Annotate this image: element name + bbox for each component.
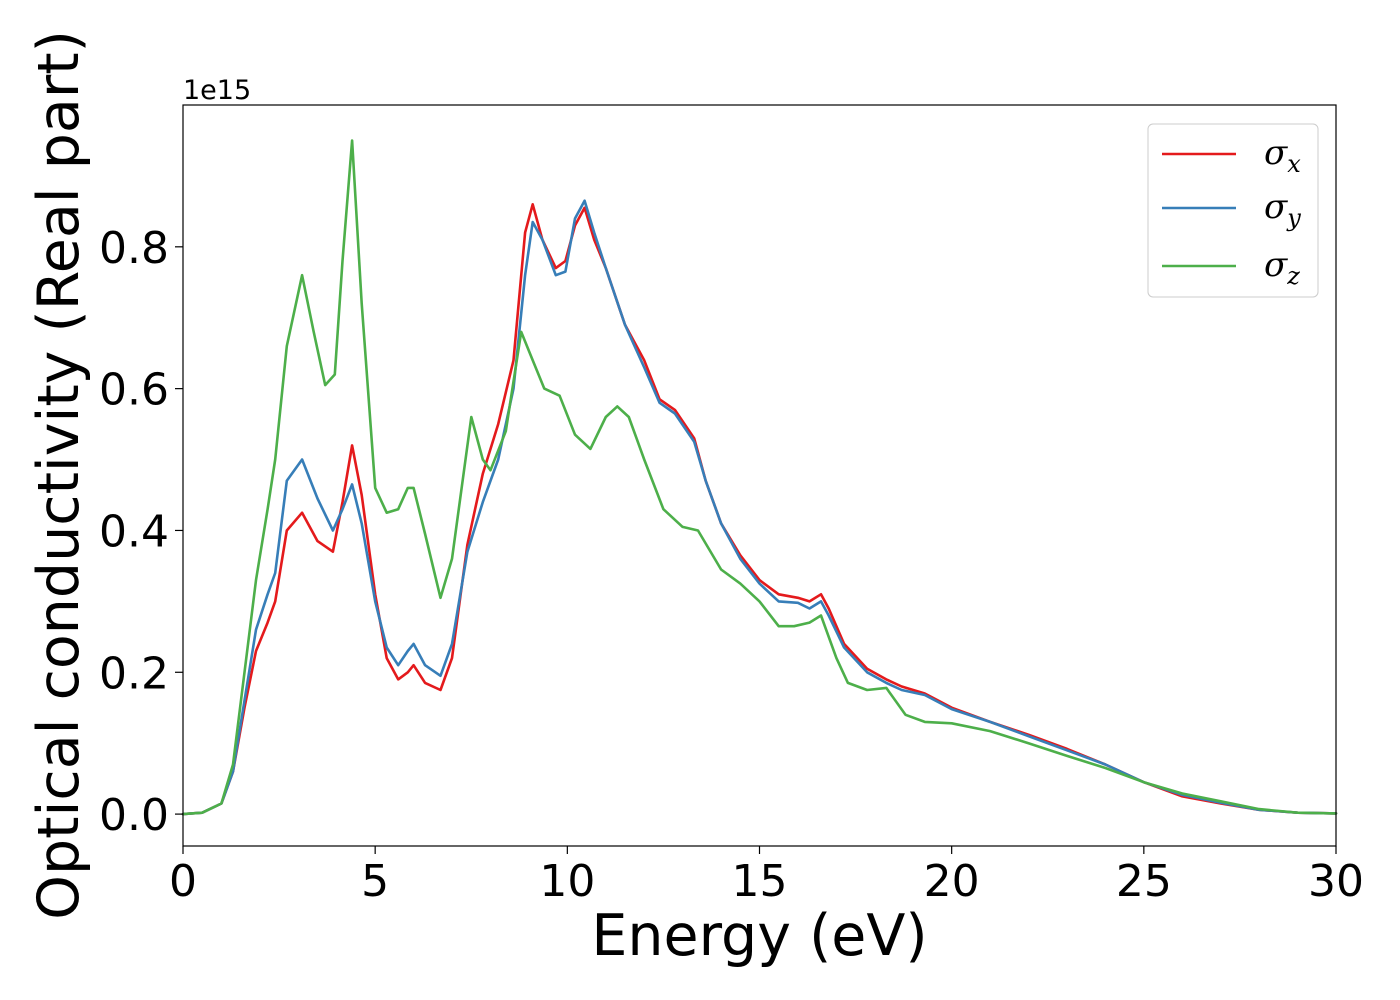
series-line-y bbox=[181, 199, 1338, 816]
y-tick-label: 0.6 bbox=[99, 365, 169, 416]
x-tick-label: 5 bbox=[361, 856, 389, 907]
x-tick-label: 0 bbox=[169, 856, 197, 907]
y-tick-label: 0.0 bbox=[99, 790, 169, 841]
legend-box bbox=[1147, 123, 1319, 298]
x-axis: 0 5 10 15 20 25 30 bbox=[169, 846, 1364, 907]
y-tick-label: 0.8 bbox=[99, 223, 169, 274]
x-tick-label: 20 bbox=[924, 856, 980, 907]
x-tick-label: 15 bbox=[732, 856, 788, 907]
y-axis-title: Optical conductivity (Real part) bbox=[26, 30, 92, 920]
x-tick-label: 30 bbox=[1308, 856, 1364, 907]
x-tick-label: 10 bbox=[539, 856, 595, 907]
series-layer bbox=[181, 139, 1338, 816]
legend-label-x: σx bbox=[1264, 133, 1301, 178]
x-tick-label: 25 bbox=[1116, 856, 1172, 907]
series-line-z bbox=[181, 139, 1338, 816]
legend-label-y: σy bbox=[1264, 187, 1301, 232]
legend: σx σy σz bbox=[1147, 123, 1319, 298]
y-tick-label: 0.2 bbox=[99, 648, 169, 699]
y-tick-label: 0.4 bbox=[99, 506, 169, 557]
y-axis: 0.0 0.2 0.4 0.6 0.8 bbox=[99, 223, 183, 841]
series-line-x bbox=[181, 203, 1338, 816]
x-axis-title: Energy (eV) bbox=[591, 903, 927, 969]
y-offset-label: 1e15 bbox=[183, 75, 251, 106]
legend-label-z: σz bbox=[1264, 245, 1300, 290]
